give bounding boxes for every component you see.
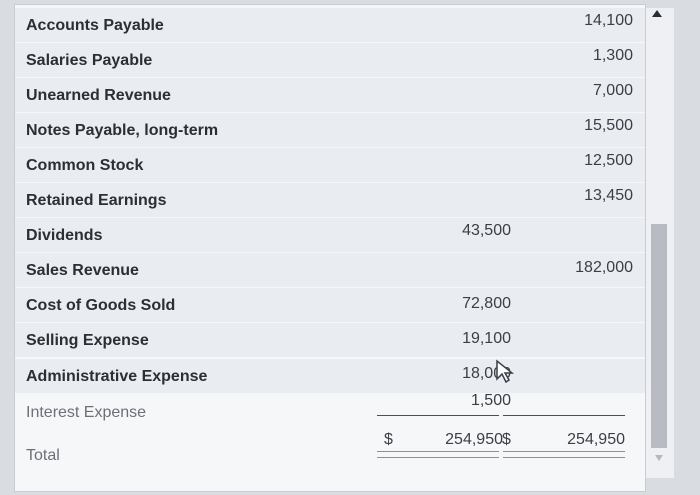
debit-amount: 72,800 — [462, 295, 511, 312]
account-name: Interest Expense — [26, 404, 147, 421]
credit-subtotal-line — [503, 415, 625, 416]
table-row: Administrative Expense 18,000 — [15, 359, 645, 393]
total-debit: 254,950 — [445, 431, 503, 448]
credit-total-double-line — [503, 451, 625, 458]
table-row: Salaries Payable 1,300 — [15, 43, 645, 77]
account-name: Dividends — [26, 227, 103, 244]
debit-dollar-sign: $ — [384, 431, 393, 448]
total-label: Total — [26, 447, 60, 464]
debit-amount: 19,100 — [462, 330, 511, 347]
account-name: Salaries Payable — [26, 52, 153, 69]
account-name: Accounts Payable — [26, 17, 164, 34]
account-name: Common Stock — [26, 157, 144, 174]
debit-total-double-line — [377, 451, 499, 458]
debit-amount: 43,500 — [462, 222, 511, 239]
account-name: Notes Payable, long-term — [26, 122, 219, 139]
table-row: Unearned Revenue 7,000 — [15, 78, 645, 112]
mouse-pointer-icon — [496, 359, 515, 384]
debit-amount: 1,500 — [470, 392, 511, 409]
table-row: Common Stock 12,500 — [15, 148, 645, 182]
table-row: Retained Earnings 13,450 — [15, 183, 645, 217]
account-name: Sales Revenue — [26, 262, 139, 279]
account-name: Retained Earnings — [26, 192, 167, 209]
account-name: Unearned Revenue — [26, 87, 171, 104]
scrollbar-thumb[interactable] — [651, 224, 667, 448]
trial-balance-panel: Accounts Payable 14,100 Salaries Payable… — [14, 4, 646, 492]
credit-amount: 1,300 — [592, 47, 633, 64]
table-row: Notes Payable, long-term 15,500 — [15, 113, 645, 147]
table-row: Dividends 43,500 — [15, 218, 645, 252]
credit-amount: 7,000 — [592, 82, 633, 99]
credit-amount: 15,500 — [584, 117, 633, 134]
total-credit: 254,950 — [567, 431, 625, 448]
table-row: Interest Expense 1,500 — [15, 392, 645, 429]
credit-amount: 14,100 — [584, 12, 633, 29]
scroll-down-arrow-icon[interactable] — [655, 455, 663, 461]
table-row: Accounts Payable 14,100 — [15, 8, 645, 42]
table-row: Cost of Goods Sold 72,800 — [15, 288, 645, 322]
account-name: Cost of Goods Sold — [26, 297, 176, 314]
credit-dollar-sign: $ — [502, 431, 511, 448]
table-row: Sales Revenue 182,000 — [15, 253, 645, 287]
credit-amount: 12,500 — [584, 152, 633, 169]
account-name: Administrative Expense — [26, 368, 208, 385]
table-row: Selling Expense 19,100 — [15, 323, 645, 357]
credit-amount: 182,000 — [575, 259, 633, 276]
account-name: Selling Expense — [26, 332, 149, 349]
credit-amount: 13,450 — [584, 187, 633, 204]
total-row: Total $ 254,950 $ 254,950 — [15, 427, 645, 464]
debit-subtotal-line — [377, 415, 499, 416]
scroll-up-arrow-icon[interactable] — [652, 10, 662, 17]
